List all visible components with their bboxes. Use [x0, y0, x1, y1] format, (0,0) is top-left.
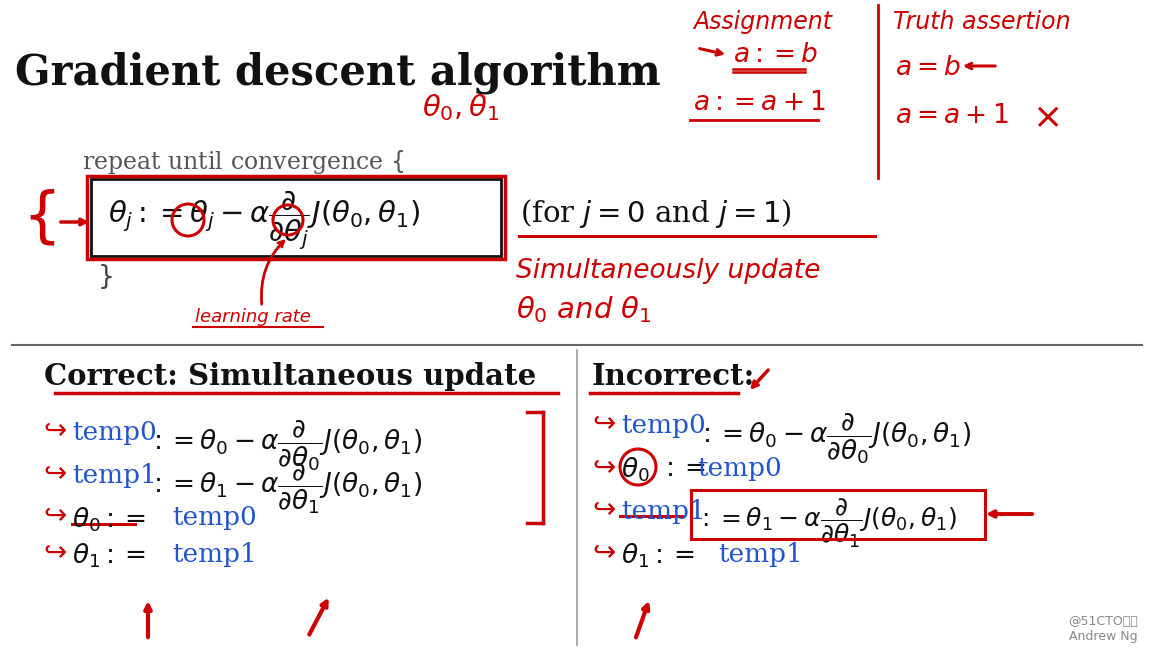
- Text: @51CTO博客: @51CTO博客: [1069, 615, 1138, 628]
- Text: $\theta_1 := $: $\theta_1 := $: [72, 542, 147, 571]
- Text: $:= \theta_0 - \alpha\dfrac{\partial}{\partial\theta_0} J(\theta_0, \theta_1)$: $:= \theta_0 - \alpha\dfrac{\partial}{\p…: [697, 411, 972, 466]
- Text: Correct: Simultaneous update: Correct: Simultaneous update: [44, 362, 537, 391]
- Text: temp0: temp0: [697, 456, 781, 481]
- Text: $:= $: $:= $: [660, 456, 705, 481]
- Text: $\hookrightarrow$: $\hookrightarrow$: [587, 494, 616, 522]
- Text: $\theta_0,\theta_1$: $\theta_0,\theta_1$: [422, 92, 500, 123]
- Text: temp1: temp1: [172, 542, 256, 567]
- Text: Incorrect:: Incorrect:: [592, 362, 756, 391]
- Text: $a = a + 1$: $a = a + 1$: [896, 103, 1009, 129]
- Text: Simultaneously update: Simultaneously update: [516, 258, 820, 284]
- Text: $:= \theta_1 - \alpha\dfrac{\partial}{\partial\theta_1} J(\theta_0, \theta_1)$: $:= \theta_1 - \alpha\dfrac{\partial}{\p…: [697, 497, 957, 550]
- Text: $a = b$: $a = b$: [896, 55, 961, 81]
- Text: (for $j = 0$ and $j = 1$): (for $j = 0$ and $j = 1$): [520, 196, 792, 229]
- Text: $\hookrightarrow$: $\hookrightarrow$: [38, 537, 67, 565]
- Text: $\theta_0$: $\theta_0$: [621, 456, 650, 484]
- Text: $\}$: $\}$: [97, 262, 112, 291]
- FancyBboxPatch shape: [91, 179, 501, 256]
- Text: Truth assertion: Truth assertion: [893, 10, 1071, 34]
- Text: $\theta_j := \theta_j - \alpha\dfrac{\partial}{\partial\theta_j} J(\theta_0, \th: $\theta_j := \theta_j - \alpha\dfrac{\pa…: [108, 188, 420, 252]
- Text: $\hookrightarrow$: $\hookrightarrow$: [38, 415, 67, 443]
- Text: $\hookrightarrow$: $\hookrightarrow$: [587, 537, 616, 565]
- Text: Andrew Ng: Andrew Ng: [1070, 630, 1138, 643]
- Text: $a := a + 1$: $a := a + 1$: [694, 90, 825, 116]
- Text: $:= \theta_0 - \alpha\dfrac{\partial}{\partial\theta_0} J(\theta_0, \theta_1)$: $:= \theta_0 - \alpha\dfrac{\partial}{\p…: [148, 418, 422, 473]
- Text: $\times$: $\times$: [1032, 100, 1059, 134]
- Text: Gradient descent algorithm: Gradient descent algorithm: [15, 52, 661, 94]
- Text: $\hookrightarrow$: $\hookrightarrow$: [587, 452, 616, 480]
- Text: temp0: temp0: [621, 413, 706, 438]
- Text: $\hookrightarrow$: $\hookrightarrow$: [38, 458, 67, 486]
- Text: learning rate: learning rate: [195, 308, 310, 326]
- Text: temp1: temp1: [621, 499, 706, 524]
- Text: $:= \theta_1 - \alpha\dfrac{\partial}{\partial\theta_1} J(\theta_0, \theta_1)$: $:= \theta_1 - \alpha\dfrac{\partial}{\p…: [148, 461, 422, 515]
- Text: $\hookrightarrow$: $\hookrightarrow$: [38, 500, 67, 528]
- Text: temp0: temp0: [72, 420, 157, 445]
- Text: $\theta_0 := $: $\theta_0 := $: [72, 505, 147, 534]
- Text: $\theta_0$ and $\theta_1$: $\theta_0$ and $\theta_1$: [516, 294, 652, 325]
- Text: temp1: temp1: [72, 463, 157, 488]
- Text: $\{$: $\{$: [22, 188, 55, 248]
- Text: temp0: temp0: [172, 505, 256, 530]
- Text: repeat until convergence $\{$: repeat until convergence $\{$: [82, 148, 404, 176]
- Text: $\hookrightarrow$: $\hookrightarrow$: [587, 408, 616, 436]
- Text: $\theta_1 := $: $\theta_1 := $: [621, 542, 695, 571]
- Text: Assignment: Assignment: [694, 10, 832, 34]
- Text: $a := b$: $a := b$: [733, 42, 818, 68]
- Text: temp1: temp1: [718, 542, 803, 567]
